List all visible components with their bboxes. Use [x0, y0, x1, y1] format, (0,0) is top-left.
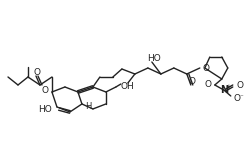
- Text: N: N: [220, 85, 228, 95]
- Text: H: H: [85, 103, 91, 111]
- Text: +: +: [225, 84, 231, 90]
- Text: OH: OH: [120, 83, 134, 91]
- Text: O: O: [42, 86, 49, 95]
- Text: O: O: [205, 81, 212, 89]
- Text: O: O: [237, 82, 244, 90]
- Text: HO: HO: [38, 106, 52, 114]
- Text: ⁻: ⁻: [240, 94, 244, 100]
- Text: HO: HO: [147, 54, 161, 62]
- Text: O: O: [34, 68, 40, 78]
- Text: O: O: [234, 94, 241, 104]
- Text: O: O: [203, 63, 210, 73]
- Text: O: O: [188, 78, 195, 86]
